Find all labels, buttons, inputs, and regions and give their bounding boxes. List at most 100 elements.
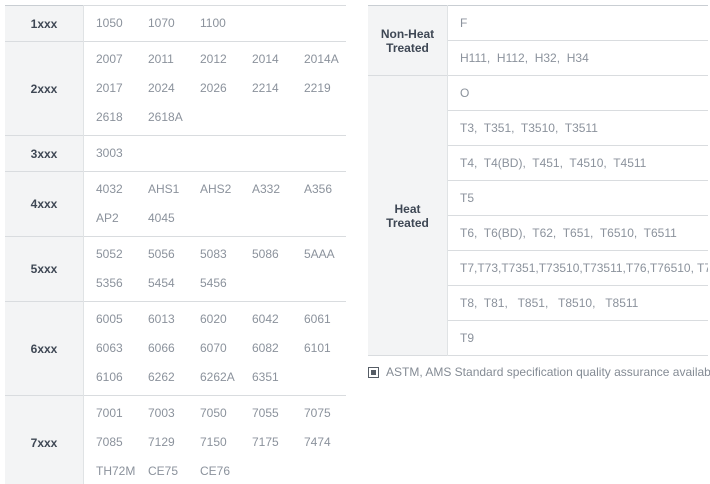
alloy-value: A332 — [252, 182, 281, 196]
alloy-value: 7003 — [148, 406, 175, 420]
alloy-value: 3003 — [96, 146, 123, 160]
alloy-value: 2214 — [252, 81, 279, 95]
alloy-value: 6020 — [200, 312, 227, 326]
alloy-value: 5454 — [148, 276, 175, 290]
alloy-line: 5052 5056 5083 5086 5AAA — [96, 240, 346, 269]
alloy-line: 3003 — [96, 139, 346, 168]
alloy-value: 6066 — [148, 341, 175, 355]
alloy-line: 5356 5454 5456 — [96, 269, 346, 298]
alloy-value: 6070 — [200, 341, 227, 355]
right-footnote-text: ASTM, AMS Standard specification quality… — [386, 365, 710, 379]
alloy-line: 2618 2618A — [96, 103, 346, 132]
alloy-value: 6042 — [252, 312, 279, 326]
alloy-value: AHS1 — [148, 182, 180, 196]
alloy-value: 6082 — [252, 341, 279, 355]
temper-row: Heat Treated O — [368, 75, 708, 356]
temper-row: Non-Heat Treated F — [368, 5, 708, 76]
alloy-series-table: 1xxx 1050 1070 1100 2xxx 2007 2011 2012 2014 2014… — [5, 5, 346, 484]
series-label: 7xxx — [5, 395, 84, 484]
alloy-series-row: 6xxx 6005 6013 6020 6042 6061 6063 6066 6070 6082… — [5, 301, 346, 396]
alloy-value: 5052 — [96, 247, 123, 261]
series-alloys-cell: 7001 7003 7050 7055 7075 7085 7129 7150 7175 7474… — [83, 395, 346, 484]
alloy-value: CE76 — [200, 464, 231, 478]
series-label: 2xxx — [5, 41, 84, 136]
temper-row: T4, T4(BD), T451, T4510, T4511 — [368, 145, 708, 181]
temper-values-cell: T7,T73,T7351,T73510,T73511,T76,T76510, T… — [447, 250, 708, 286]
alloy-value: 2014A — [304, 52, 339, 66]
right-footnote: ASTM, AMS Standard specification quality… — [368, 365, 710, 379]
alloy-value: 2014 — [252, 52, 279, 66]
alloy-value: 7001 — [96, 406, 123, 420]
temper-row: T9 — [368, 320, 708, 356]
temper-row: T8, T81, T851, T8510, T8511 — [368, 285, 708, 321]
alloy-value: 5086 — [252, 247, 279, 261]
alloy-line: AP2 4045 — [96, 204, 346, 233]
alloy-value: AHS2 — [200, 182, 232, 196]
alloy-value: 2011 — [148, 52, 174, 66]
treatment-label: Heat Treated — [368, 75, 448, 356]
alloy-value: 6101 — [304, 341, 331, 355]
temper-values-cell: T5 — [447, 180, 708, 216]
series-alloys-cell: 5052 5056 5083 5086 5AAA 5356 5454 5456 — [83, 236, 346, 302]
alloy-value: 1070 — [148, 16, 175, 30]
series-label: 1xxx — [5, 5, 84, 42]
alloy-value: 1100 — [200, 16, 226, 30]
alloy-line: 2017 2024 2026 2214 2219 — [96, 74, 346, 103]
alloy-value: 2017 — [96, 81, 123, 95]
alloy-line: TH72M CE75 CE76 — [96, 457, 346, 484]
temper-values-cell: T4, T4(BD), T451, T4510, T4511 — [447, 145, 708, 181]
series-alloys-cell: 3003 — [83, 135, 346, 172]
temper-values-cell: T9 — [447, 320, 708, 356]
alloy-value: 6061 — [304, 312, 331, 326]
alloy-value: 2618 — [96, 110, 123, 124]
alloy-line: 6005 6013 6020 6042 6061 — [96, 305, 346, 334]
alloy-series-panel: 1xxx 1050 1070 1100 2xxx 2007 2011 2012 2014 2014… — [5, 5, 346, 484]
alloy-series-row: 3xxx 3003 — [5, 135, 346, 172]
alloy-line: 1050 1070 1100 — [96, 9, 346, 38]
alloy-value: 6351 — [252, 370, 279, 384]
alloy-value: 7129 — [148, 435, 175, 449]
series-label: 6xxx — [5, 301, 84, 396]
temper-row: H111, H112, H32, H34 — [368, 40, 708, 76]
treatment-label: Non-Heat Treated — [368, 5, 448, 76]
temper-values-cell: T6, T6(BD), T62, T651, T6510, T6511 — [447, 215, 708, 251]
alloy-series-row: 7xxx 7001 7003 7050 7055 7075 7085 7129 7150 7175… — [5, 395, 346, 484]
temper-row: T3, T351, T3510, T3511 — [368, 110, 708, 146]
alloy-value: 2012 — [200, 52, 227, 66]
temper-values-cell: T8, T81, T851, T8510, T8511 — [447, 285, 708, 321]
alloy-value: 2026 — [200, 81, 227, 95]
series-alloys-cell: 1050 1070 1100 — [83, 5, 346, 42]
alloy-value: 5456 — [200, 276, 227, 290]
alloy-value: 7175 — [252, 435, 279, 449]
series-label: 5xxx — [5, 236, 84, 302]
alloy-series-row: 4xxx 4032 AHS1 AHS2 A332 A356 AP2 4045 — [5, 171, 346, 237]
series-label: 4xxx — [5, 171, 84, 237]
alloy-value: 2007 — [96, 52, 123, 66]
alloy-value: 7055 — [252, 406, 279, 420]
alloy-value: 6106 — [96, 370, 123, 384]
alloy-value: 5083 — [200, 247, 227, 261]
alloy-value: 2618A — [148, 110, 183, 124]
alloy-value: 2024 — [148, 81, 175, 95]
alloy-line: 7085 7129 7150 7175 7474 — [96, 428, 346, 457]
alloy-value: 5AAA — [304, 247, 335, 261]
alloy-value: AP2 — [96, 211, 119, 225]
alloy-line: 2007 2011 2012 2014 2014A — [96, 45, 346, 74]
alloy-series-row: 5xxx 5052 5056 5083 5086 5AAA 5356 5454 5456 — [5, 236, 346, 302]
temper-row: T7,T73,T7351,T73510,T73511,T76,T76510, T… — [368, 250, 708, 286]
alloy-value: CE75 — [148, 464, 179, 478]
alloy-series-row: 1xxx 1050 1070 1100 — [5, 5, 346, 42]
alloy-line: 4032 AHS1 AHS2 A332 A356 — [96, 175, 346, 204]
alloy-series-row: 2xxx 2007 2011 2012 2014 2014A 2017 2024 2026 221… — [5, 41, 346, 136]
series-alloys-cell: 4032 AHS1 AHS2 A332 A356 AP2 4045 — [83, 171, 346, 237]
alloy-value: TH72M — [96, 464, 136, 478]
alloy-value: 7150 — [200, 435, 227, 449]
temper-values-cell: H111, H112, H32, H34 — [447, 40, 708, 76]
alloy-line: 7001 7003 7050 7055 7075 — [96, 399, 346, 428]
temper-table: Non-Heat Treated F H111, H112, H32, H34 Hea… — [368, 5, 708, 356]
temper-values-cell: F — [460, 16, 468, 30]
alloy-value: 4032 — [96, 182, 123, 196]
alloy-line: 6106 6262 6262A 6351 — [96, 363, 346, 392]
alloy-value: 7050 — [200, 406, 227, 420]
